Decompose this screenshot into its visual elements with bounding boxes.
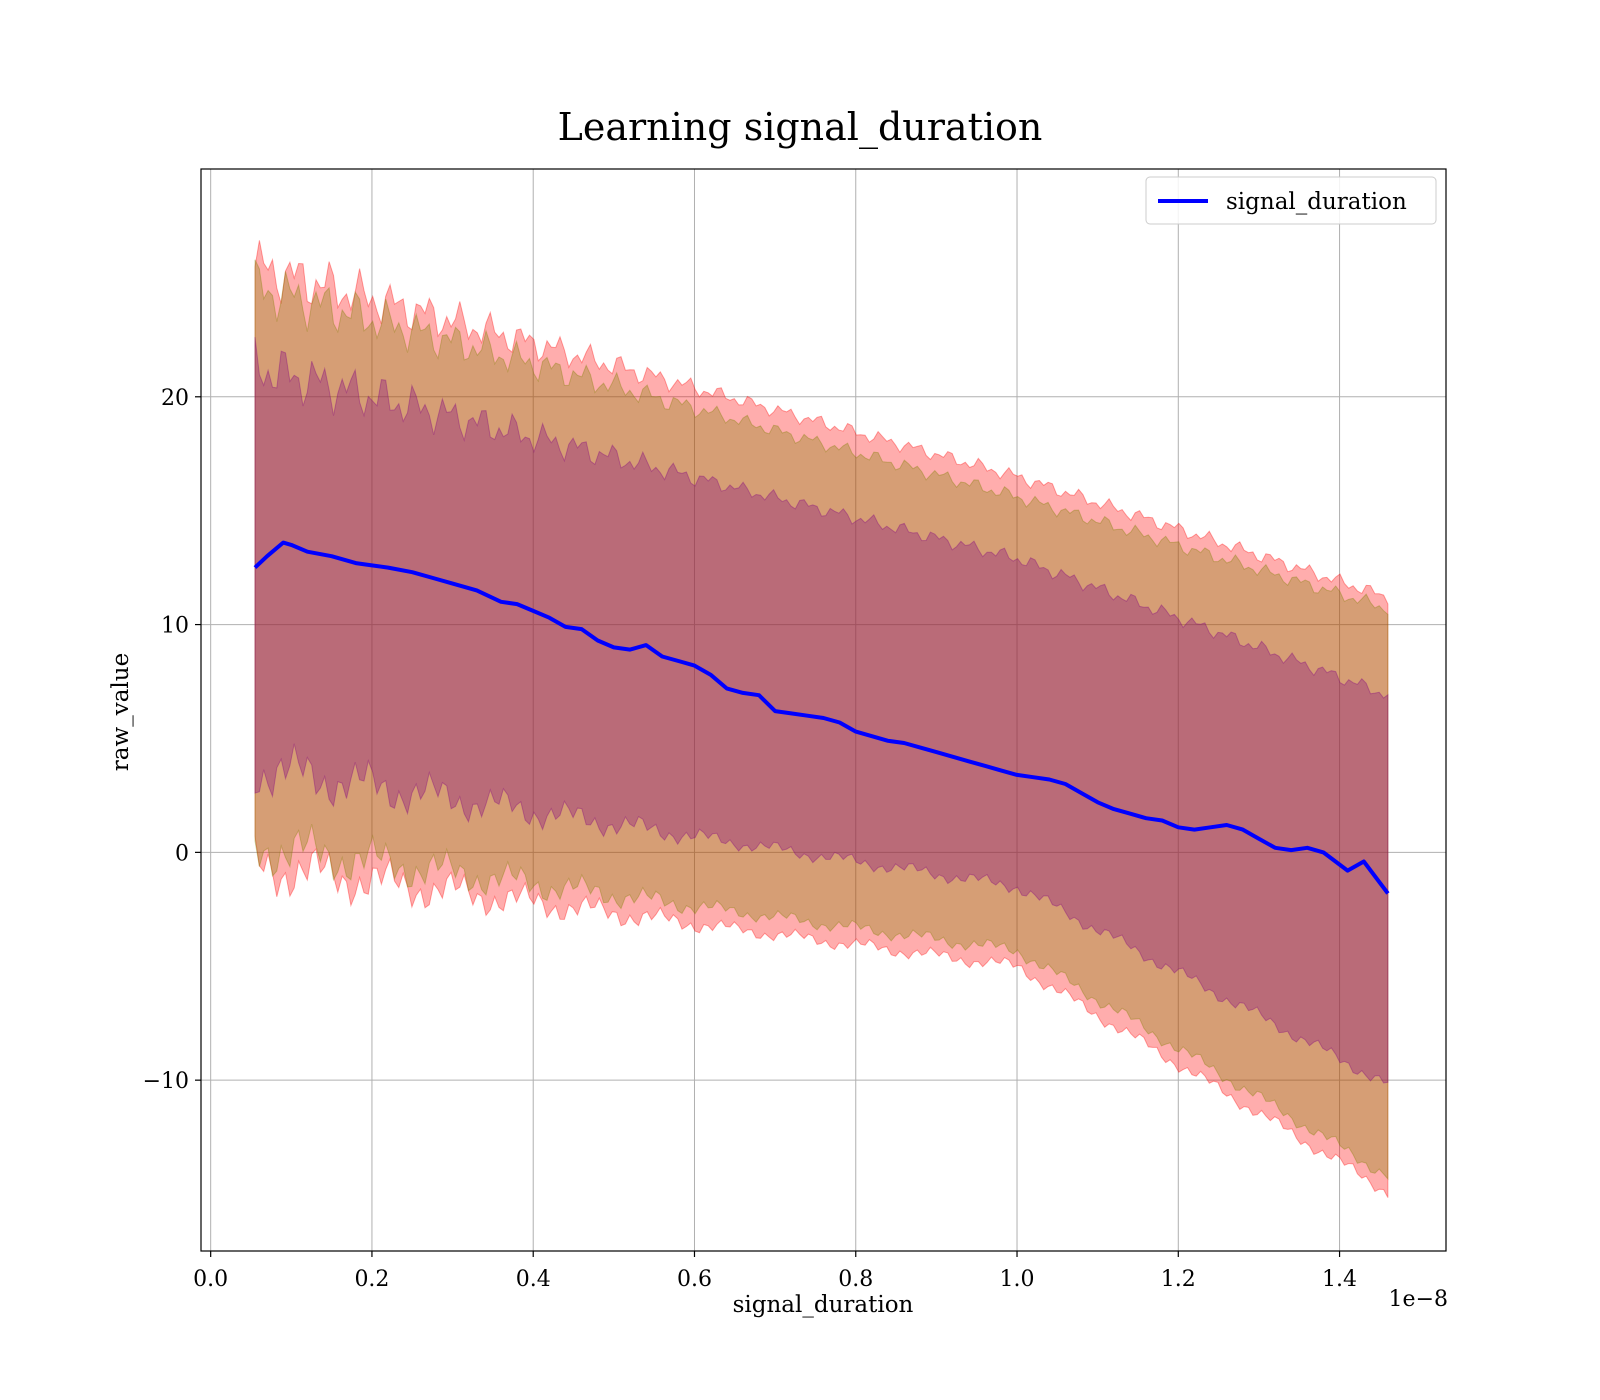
y-tick-label: 10 (161, 614, 189, 639)
plot-area: 0.0 0.2 0.4 0.6 0.8 1.0 1.2 1.4 −10 0 10 20 (143, 168, 1447, 1292)
series-line (253, 540, 1390, 895)
x-tick-label: 0.6 (677, 1267, 712, 1292)
x-tick-label: 0.8 (838, 1267, 873, 1292)
x-axis-label: signal_duration (733, 1292, 914, 1318)
x-tick-label: 1.2 (1161, 1267, 1196, 1292)
x-axis-offset-text: 1e−8 (1389, 1287, 1448, 1312)
chart-title: Learning signal_duration (558, 105, 1043, 150)
legend: signal_duration (1145, 176, 1437, 225)
y-axis-label: raw_value (108, 653, 134, 771)
y-tick-label: −10 (143, 1069, 189, 1094)
y-tick-label: 0 (175, 841, 189, 866)
x-tick-label: 0.2 (354, 1267, 389, 1292)
confidence-band (254, 337, 1389, 1084)
x-tick-label: 0.4 (516, 1267, 551, 1292)
legend-box (1145, 176, 1437, 225)
axes-frame (200, 168, 1447, 1252)
legend-entry-label: signal_duration (1226, 189, 1407, 215)
x-tick-label: 0.0 (193, 1267, 228, 1292)
x-tick-label: 1.4 (1322, 1267, 1357, 1292)
x-tick-label: 1.0 (1000, 1267, 1035, 1292)
y-tick-label: 20 (161, 386, 189, 411)
